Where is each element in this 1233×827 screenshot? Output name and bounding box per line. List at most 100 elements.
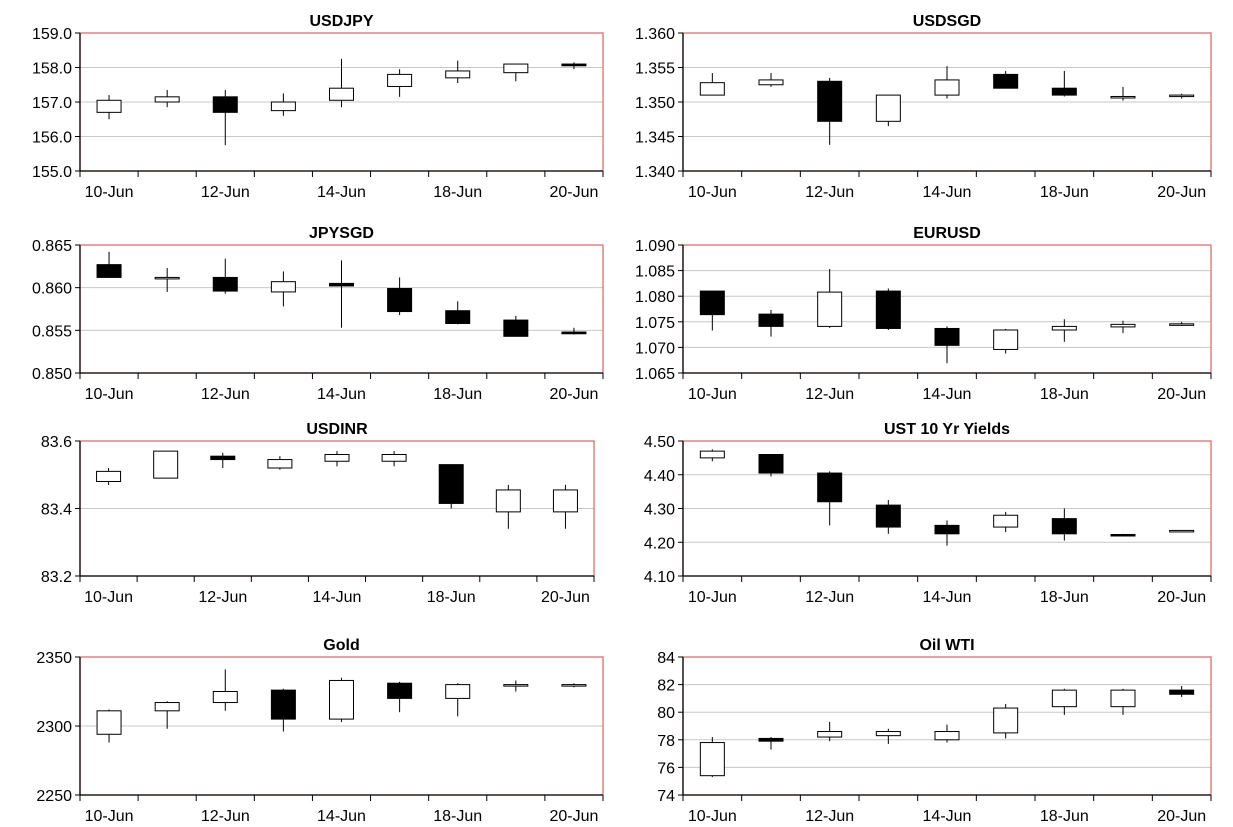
chart-title: USDJPY xyxy=(309,13,373,30)
x-tick-label: 20-Jun xyxy=(549,184,598,201)
x-tick-label: 18-Jun xyxy=(1040,589,1089,606)
candle xyxy=(875,288,901,330)
candle-body-up xyxy=(503,63,529,74)
candle xyxy=(1051,70,1077,97)
chart-title: USDINR xyxy=(306,421,368,438)
candle xyxy=(1051,319,1077,342)
candle xyxy=(438,464,464,509)
candle xyxy=(387,681,413,713)
candle xyxy=(993,703,1019,739)
candle-body-up xyxy=(96,710,122,735)
chart-panel: USDINR 83.2 83.4 83.6 10-Jun 12-Jun 14-Jun 18-J… xyxy=(41,421,595,606)
candle xyxy=(993,511,1019,533)
candle-body-down xyxy=(387,682,413,699)
x-tick-label: 18-Jun xyxy=(427,589,476,606)
candle-body-up xyxy=(153,450,179,479)
candle-body-up xyxy=(154,702,180,712)
y-tick-label: 0.850 xyxy=(32,366,72,383)
candle xyxy=(1169,93,1195,99)
candle-body-down xyxy=(445,310,471,325)
candle xyxy=(212,258,238,294)
candle xyxy=(875,728,901,744)
x-tick-label: 10-Jun xyxy=(688,808,737,825)
y-tick-label: 78 xyxy=(657,733,675,750)
candle-body-down xyxy=(96,264,122,278)
x-tick-label: 12-Jun xyxy=(805,386,854,403)
candle-body-down xyxy=(817,80,843,122)
candle-body-down xyxy=(561,63,587,67)
candle-body-down xyxy=(212,276,238,292)
candle xyxy=(699,290,725,331)
candle-body-up xyxy=(1110,95,1136,99)
candle xyxy=(495,484,521,529)
y-tick-label: 76 xyxy=(657,760,675,777)
candle xyxy=(817,77,843,145)
candle-body-up xyxy=(1169,529,1195,533)
candle-body-up xyxy=(875,731,901,737)
candle xyxy=(934,724,960,743)
candle-body-down xyxy=(758,454,784,474)
candle-body-down xyxy=(1169,689,1195,695)
candle-body-down xyxy=(699,290,725,316)
candle xyxy=(552,484,578,529)
chart-title: Gold xyxy=(323,637,359,654)
candle xyxy=(387,277,413,315)
candle xyxy=(1169,321,1195,326)
x-tick-label: 14-Jun xyxy=(923,808,972,825)
candle xyxy=(387,69,413,97)
candle xyxy=(503,63,529,82)
candle xyxy=(1051,508,1077,541)
chart-panel: JPYSGD 0.850 0.855 0.860 0.865 10-Jun 12-Jun 14… xyxy=(32,225,604,403)
candle-body-up xyxy=(758,79,784,86)
candle-body-up xyxy=(1169,94,1195,98)
y-tick-label: 159.0 xyxy=(32,26,72,43)
candle-body-up xyxy=(993,514,1019,528)
y-tick-label: 80 xyxy=(657,705,675,722)
candle xyxy=(817,269,843,328)
candle-body-down xyxy=(270,689,296,720)
candle-body-up xyxy=(445,70,471,79)
x-tick-label: 10-Jun xyxy=(688,386,737,403)
candle xyxy=(96,95,122,120)
candle xyxy=(445,301,471,325)
candle-body-up xyxy=(329,87,354,101)
candle xyxy=(270,688,296,732)
candle xyxy=(934,520,960,546)
candle xyxy=(270,93,296,116)
candle-body-up xyxy=(96,470,122,482)
candle-body-up xyxy=(875,94,901,122)
candle xyxy=(96,251,122,278)
candle xyxy=(758,310,784,337)
candle-body-up xyxy=(495,489,521,513)
x-tick-label: 20-Jun xyxy=(549,808,598,825)
chart-title: USDSGD xyxy=(913,13,981,30)
y-tick-label: 4.20 xyxy=(644,535,675,552)
candle xyxy=(758,737,784,750)
candle-body-down xyxy=(387,288,413,313)
candle xyxy=(817,721,843,742)
y-tick-label: 158.0 xyxy=(32,61,72,78)
y-tick-label: 1.080 xyxy=(635,289,675,306)
chart-panel: EURUSD 1.065 1.070 1.075 1.080 1.085 1.090 10-J… xyxy=(635,225,1212,403)
candle-body-up xyxy=(817,291,843,327)
candle-body-down xyxy=(875,504,901,528)
candle-body-up xyxy=(552,489,578,513)
candle-body-down xyxy=(934,524,960,535)
chart-title: Oil WTI xyxy=(919,637,974,654)
candle-body-up xyxy=(154,276,180,280)
y-tick-label: 4.40 xyxy=(644,468,675,485)
candle-body-up xyxy=(934,731,960,741)
x-tick-label: 14-Jun xyxy=(317,386,366,403)
x-tick-label: 18-Jun xyxy=(1040,184,1089,201)
candle xyxy=(1110,688,1136,715)
chart-panel: Gold 2250 2300 2350 10-Jun 12-Jun 14-Jun 18-Jun… xyxy=(36,637,604,825)
y-tick-label: 155.0 xyxy=(32,164,72,181)
candle-body-up xyxy=(270,281,296,293)
x-tick-label: 14-Jun xyxy=(923,184,972,201)
candle-body-up xyxy=(1051,325,1077,331)
candle xyxy=(96,709,122,743)
x-tick-label: 14-Jun xyxy=(313,589,362,606)
candle-body-up xyxy=(699,742,725,777)
x-tick-label: 12-Jun xyxy=(201,386,250,403)
